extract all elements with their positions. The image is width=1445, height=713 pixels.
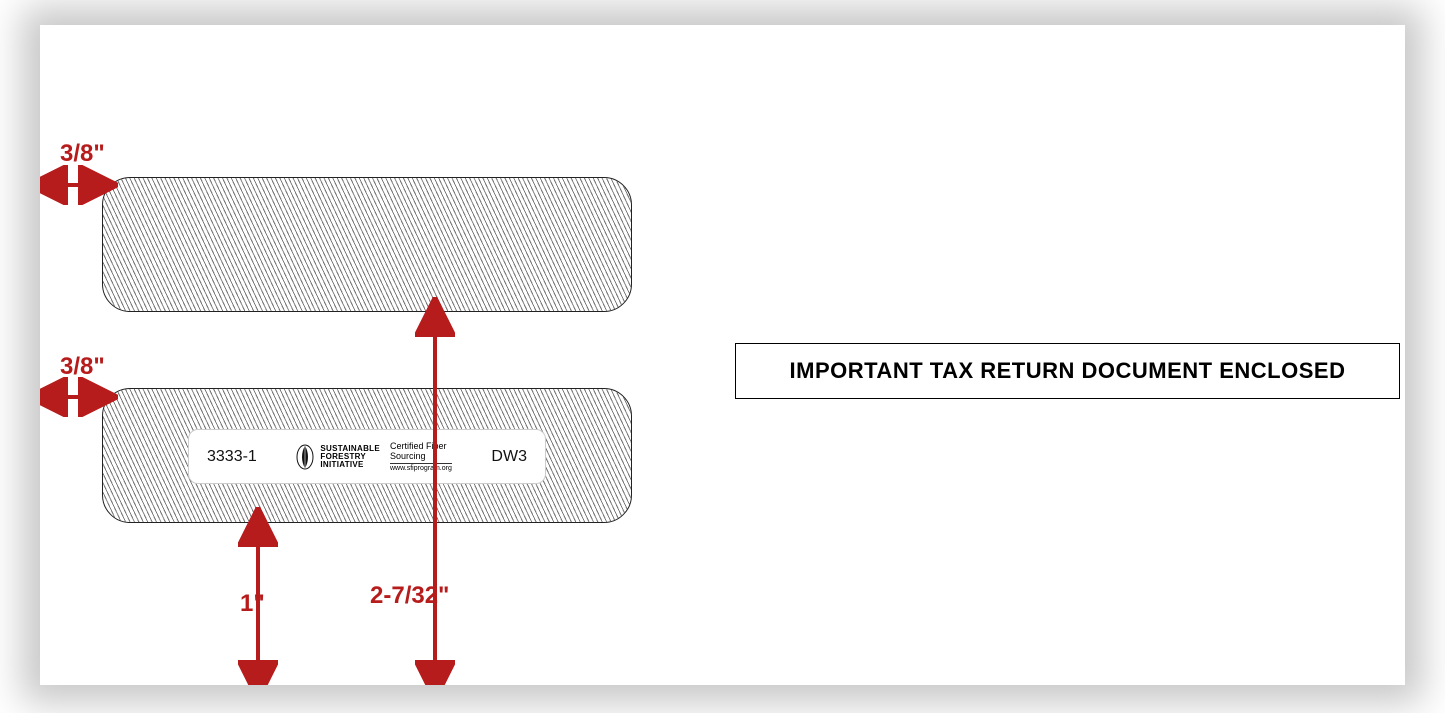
label-band: 3333-1 SUSTAINABLE FORESTRY INITIATIVE C… [188, 429, 546, 484]
envelope-code: DW3 [491, 448, 527, 466]
sfi-logo: SUSTAINABLE FORESTRY INITIATIVE Certifie… [296, 441, 451, 472]
sfi-cert2: Sourcing [390, 451, 452, 461]
dim-label-window-gap: 2-7/32" [370, 582, 449, 610]
address-window-top [102, 177, 632, 312]
dim-label-bottom-margin: 1" [240, 590, 265, 618]
notice-box: IMPORTANT TAX RETURN DOCUMENT ENCLOSED [735, 343, 1400, 399]
dim-label-bottom-offset: 3/8" [60, 353, 105, 381]
sfi-cert1: Certified Fiber [390, 441, 452, 451]
envelope: 3333-1 SUSTAINABLE FORESTRY INITIATIVE C… [40, 25, 1405, 685]
window-hatch [103, 178, 631, 311]
address-window-bottom: 3333-1 SUSTAINABLE FORESTRY INITIATIVE C… [102, 388, 632, 523]
notice-text: IMPORTANT TAX RETURN DOCUMENT ENCLOSED [790, 358, 1346, 384]
leaf-icon [296, 444, 314, 470]
dim-label-top-offset: 3/8" [60, 140, 105, 168]
diagram-canvas: 3333-1 SUSTAINABLE FORESTRY INITIATIVE C… [0, 0, 1445, 713]
sfi-line3: INITIATIVE [320, 461, 380, 469]
part-number: 3333-1 [207, 448, 257, 466]
sfi-url: www.sfiprogram.org [390, 463, 452, 472]
